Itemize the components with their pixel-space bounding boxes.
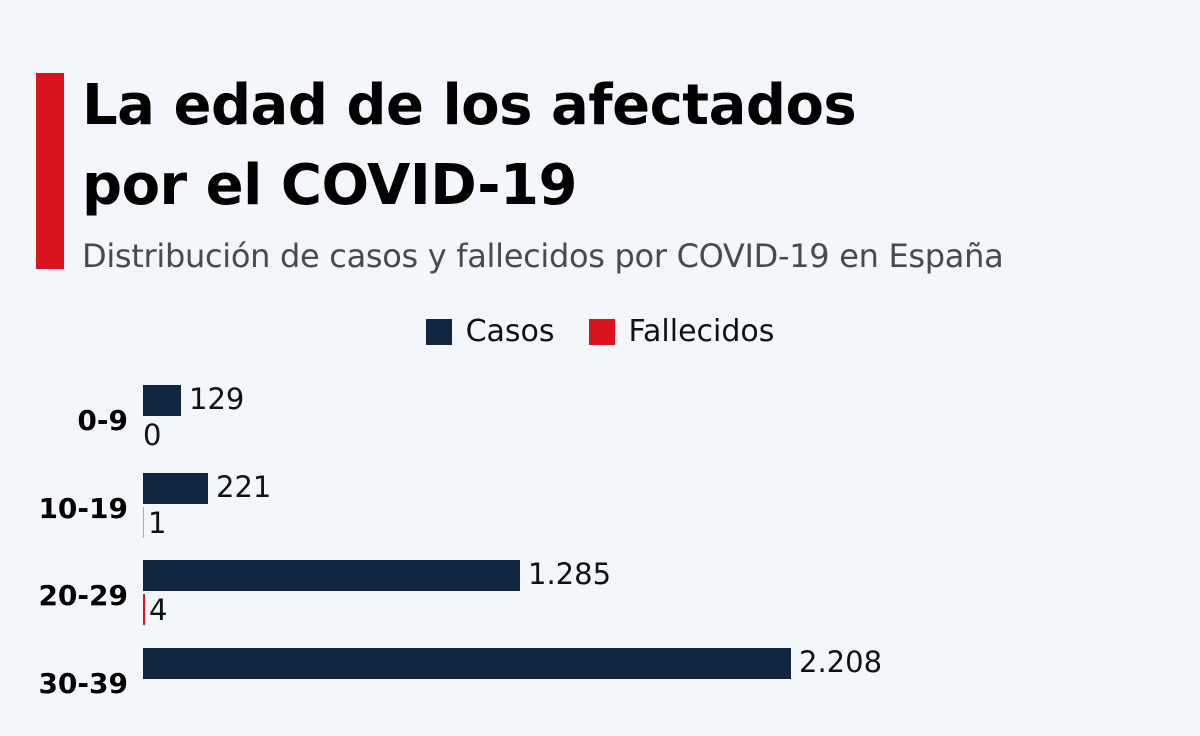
bar-deaths [143,594,145,625]
legend-item-cases: Casos [425,312,555,352]
chart-row: 20-29 1.285 4 [0,557,1200,648]
chart-subtitle: Distribución de casos y fallecidos por C… [82,237,1004,275]
chart-legend: Casos Fallecidos [0,312,1200,352]
value-label-deaths: 1 [148,506,167,540]
value-label-deaths: 4 [149,593,168,627]
bar-chart: 0-9 129 0 10-19 221 1 20-29 1.285 4 30-39 2.208 [0,382,1200,700]
title-line-2: por el COVID-19 [82,153,577,218]
bar-cases [143,385,181,416]
value-label-cases: 2.208 [799,645,883,679]
title-accent-bar [36,73,64,269]
chart-row: 10-19 221 1 [0,470,1200,561]
bar-deaths [143,507,144,538]
value-label-cases: 129 [189,382,245,416]
chart-row: 30-39 2.208 [0,645,1200,736]
category-label: 10-19 [38,492,128,525]
bar-cases [143,473,208,504]
legend-label-cases: Casos [465,314,555,349]
legend-swatch-deaths [588,319,615,345]
value-label-cases: 221 [216,470,272,504]
legend-label-deaths: Fallecidos [628,314,775,349]
value-label-deaths: 0 [143,418,162,452]
chart-row: 0-9 129 0 [0,382,1200,473]
bar-cases [143,560,520,591]
category-label: 20-29 [38,579,128,612]
category-label: 30-39 [38,667,128,700]
category-label: 0-9 [77,404,128,437]
value-label-cases: 1.285 [528,557,612,591]
chart-title: La edad de los afectados por el COVID-19 [82,66,1182,226]
legend-swatch-cases [425,319,452,345]
bar-cases [143,648,791,679]
legend-item-deaths: Fallecidos [588,312,775,352]
title-line-1: La edad de los afectados [82,73,857,138]
